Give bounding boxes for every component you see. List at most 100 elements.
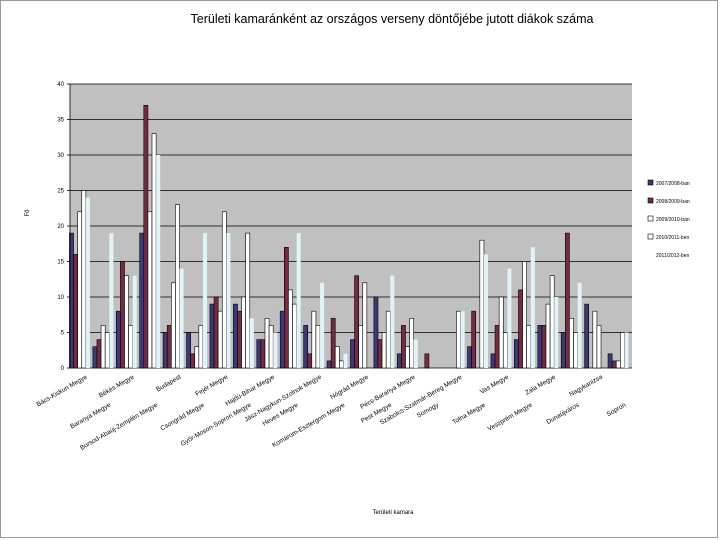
bar — [264, 317, 270, 369]
bar — [132, 275, 137, 368]
x-tick-label: Dunaújváros — [545, 401, 581, 426]
bar — [390, 275, 395, 368]
bar — [124, 275, 129, 369]
bar — [245, 232, 251, 369]
y-tick-label: 10 — [57, 295, 64, 301]
bar — [343, 353, 348, 368]
bar — [194, 346, 200, 369]
bar — [104, 332, 110, 369]
bar — [315, 325, 321, 369]
bar — [162, 332, 168, 369]
bar — [401, 325, 406, 369]
y-tick-label: 5 — [61, 331, 65, 337]
bar — [190, 353, 196, 369]
bar — [249, 318, 254, 368]
bar — [479, 239, 485, 369]
bar — [522, 261, 527, 369]
legend-swatch — [647, 215, 654, 222]
bar — [260, 339, 266, 369]
bar — [607, 353, 613, 369]
bar — [569, 317, 574, 369]
y-tick-label: 0 — [61, 366, 65, 372]
bar — [256, 339, 262, 369]
legend: 2007/2008-ban 2008/2009-ban 2009/2010-ban 2… — [647, 179, 690, 259]
bar — [560, 332, 566, 369]
bar — [151, 133, 157, 369]
x-tick-label: Baranya Megye — [69, 401, 112, 430]
bar — [541, 325, 547, 369]
bar — [460, 311, 465, 368]
bar — [198, 325, 204, 369]
bar — [77, 211, 83, 369]
bar — [292, 303, 297, 369]
bar — [405, 346, 410, 369]
x-tick-label: Fejér Megye — [194, 373, 229, 397]
y-tick-label: 20 — [57, 224, 64, 230]
bar — [303, 325, 309, 369]
legend-entry: 2008/2009-ban — [656, 199, 690, 205]
bar — [467, 346, 472, 369]
x-axis-label: Területi kamara — [372, 510, 414, 516]
x-tick-label: Békés Megye — [98, 373, 136, 399]
bar — [139, 232, 145, 369]
bar — [456, 310, 461, 369]
bar — [530, 247, 535, 368]
x-tick-label: Csongrád Megye — [159, 401, 206, 432]
y-axis-ticks: 0 5 10 15 20 25 30 35 40 — [57, 82, 71, 372]
bar — [518, 289, 523, 369]
bar — [147, 211, 153, 369]
bar — [81, 190, 87, 369]
x-tick-label: Nagykanizsa — [568, 373, 604, 398]
y-tick-label: 15 — [57, 260, 64, 266]
bar — [373, 296, 379, 369]
bar — [554, 297, 559, 368]
bar — [330, 317, 336, 369]
bar — [611, 360, 617, 369]
bar — [350, 339, 355, 369]
bar — [279, 310, 285, 369]
bar — [498, 296, 504, 369]
bar — [186, 332, 191, 369]
bar — [288, 289, 293, 369]
bar — [377, 339, 383, 369]
legend-entry: 2009/2010-ban — [656, 217, 690, 223]
bar — [226, 233, 231, 368]
bar — [128, 325, 133, 369]
bar — [202, 233, 208, 368]
bar — [171, 282, 176, 369]
bar — [213, 296, 219, 369]
bar — [268, 325, 274, 369]
y-tick-label: 40 — [57, 82, 64, 88]
bar — [483, 254, 489, 368]
bar — [507, 268, 512, 368]
bar — [237, 310, 242, 369]
bar — [514, 339, 519, 369]
bar — [413, 339, 418, 368]
legend-swatch — [647, 197, 654, 204]
bar — [120, 261, 125, 369]
legend-swatch — [647, 233, 654, 240]
bar — [115, 310, 121, 369]
bar — [209, 303, 215, 369]
bar — [339, 360, 344, 369]
bar — [179, 268, 184, 368]
bar — [584, 303, 590, 369]
bar — [175, 204, 180, 369]
x-tick-label: Budapest — [155, 374, 182, 394]
bar — [217, 310, 223, 369]
legend-entry: 2007/2008-ban — [656, 181, 690, 187]
bar — [596, 325, 602, 369]
bar — [100, 325, 106, 369]
bar — [143, 105, 149, 369]
x-tick-label: Veszprém Megye — [487, 401, 534, 432]
bar — [233, 303, 238, 369]
bar — [537, 325, 543, 369]
bar — [490, 353, 496, 369]
bar — [241, 296, 246, 369]
y-tick-label: 30 — [57, 153, 64, 159]
bar — [545, 303, 551, 369]
bar — [326, 360, 332, 369]
x-tick-label: Szabolcs-Szatmár-Bereg Megye — [379, 373, 464, 426]
y-tick-label: 25 — [57, 189, 64, 195]
